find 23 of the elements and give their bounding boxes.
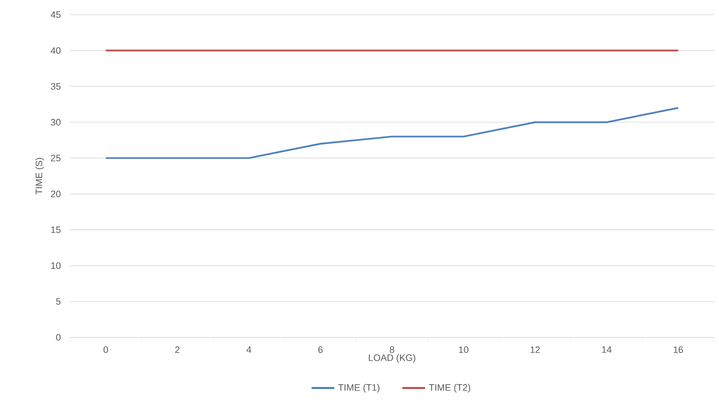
y-tick-label: 15 — [51, 226, 61, 234]
y-axis-title: TIME (S) — [35, 158, 44, 194]
y-tick-label: 30 — [50, 118, 61, 126]
x-tick-label: 6 — [318, 346, 323, 353]
x-tick-label: 12 — [530, 346, 540, 353]
y-tick-label: 10 — [51, 262, 61, 269]
x-tick-label: 4 — [246, 346, 252, 353]
x-tick-label: 16 — [674, 346, 683, 353]
y-tick-label: 20 — [51, 190, 61, 198]
x-tick-label: 0 — [104, 346, 108, 353]
legend-label: TIME (T2) — [428, 384, 470, 393]
y-tick-label: 45 — [50, 11, 61, 18]
y-tick-label: 25 — [51, 154, 61, 162]
legend-label: TIME (T1) — [338, 384, 380, 393]
x-axis-title: LOAD (KG) — [368, 354, 416, 363]
x-tick-label: 10 — [459, 346, 468, 353]
y-tick-label: 35 — [50, 83, 61, 90]
y-tick-label: 5 — [56, 298, 61, 305]
y-tick-label: 0 — [56, 334, 61, 341]
x-tick-label: 2 — [175, 346, 180, 353]
x-tick-label: 8 — [390, 346, 394, 353]
y-tick-label: 40 — [50, 47, 61, 54]
x-tick-label: 14 — [602, 346, 612, 353]
